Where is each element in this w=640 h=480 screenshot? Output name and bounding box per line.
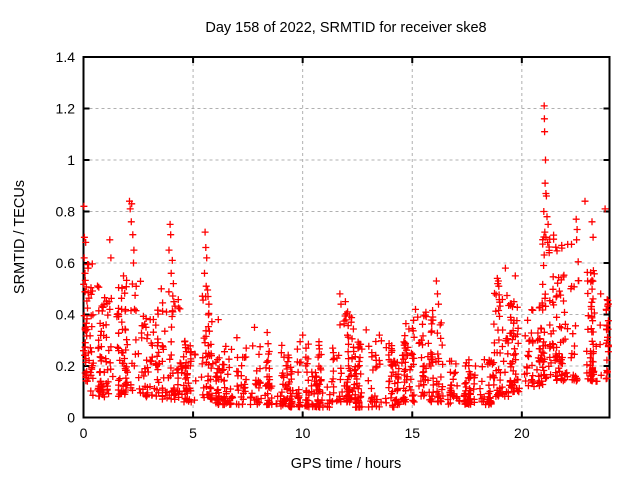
y-tick-label: 1.2 bbox=[56, 101, 76, 117]
x-axis-label: GPS time / hours bbox=[291, 456, 401, 472]
data-points bbox=[80, 102, 612, 411]
x-tick-label: 20 bbox=[514, 425, 530, 441]
y-tick-label: 0 bbox=[67, 410, 75, 426]
y-axis-label: SRMTID / TECUs bbox=[12, 180, 28, 294]
x-tick-label: 15 bbox=[404, 425, 420, 441]
x-tick-label: 10 bbox=[295, 425, 311, 441]
grid-path bbox=[83, 57, 610, 418]
tick-labels: 0 5 10 15 20 0 0.2 0.4 0.6 0.8 1 1.2 1.4 bbox=[56, 49, 530, 441]
y-tick-label: 0.6 bbox=[56, 255, 76, 271]
y-tick-label: 0.2 bbox=[56, 358, 76, 374]
plot-frame bbox=[82, 56, 611, 419]
x-tick-label: 0 bbox=[80, 425, 88, 441]
chart-title: Day 158 of 2022, SRMTID for receiver ske… bbox=[205, 20, 486, 36]
y-tick-label: 0.8 bbox=[56, 204, 76, 220]
y-tick-label: 1 bbox=[67, 152, 75, 168]
x-tick-label: 5 bbox=[189, 425, 197, 441]
axis-ticks bbox=[82, 56, 610, 419]
scatter-points-path bbox=[80, 102, 612, 411]
grid-lines bbox=[83, 57, 610, 418]
y-tick-label: 0.4 bbox=[56, 307, 76, 323]
y-tick-label: 1.4 bbox=[56, 49, 76, 65]
